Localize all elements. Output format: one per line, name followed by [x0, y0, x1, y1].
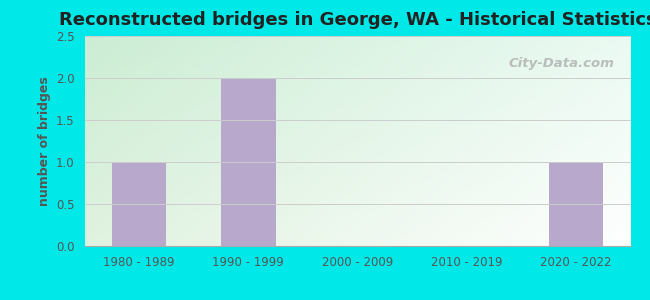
Title: Reconstructed bridges in George, WA - Historical Statistics: Reconstructed bridges in George, WA - Hi…: [58, 11, 650, 29]
Bar: [221, 78, 276, 246]
Bar: [549, 162, 603, 246]
Text: City-Data.com: City-Data.com: [508, 57, 614, 70]
Y-axis label: number of bridges: number of bridges: [38, 76, 51, 206]
Bar: [112, 162, 166, 246]
